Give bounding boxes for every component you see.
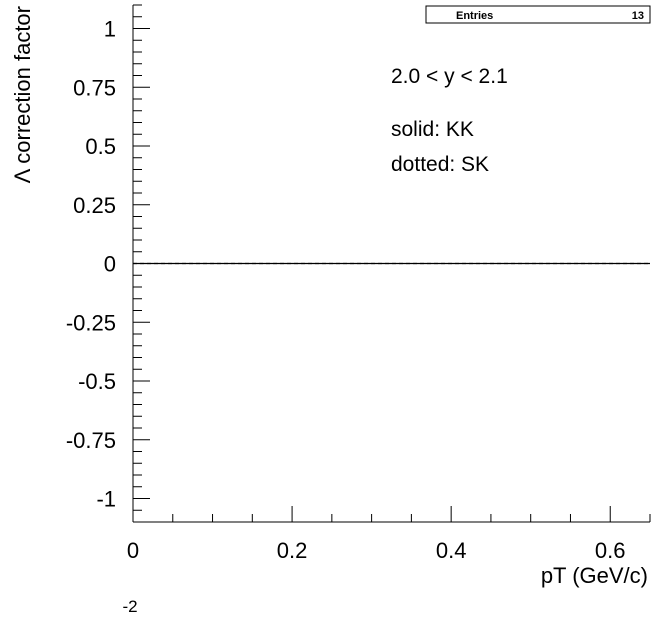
x-tick-label: 0.2 [277, 538, 308, 563]
dotted-legend-annotation: dotted: SK [391, 153, 489, 176]
y-tick-label: 0.5 [85, 134, 116, 159]
x-axis-title: pT (GeV/c) [541, 563, 648, 588]
solid-legend-annotation: solid: KK [391, 118, 474, 141]
x-tick-label: 0.4 [436, 538, 467, 563]
x-axis-ticks: 0 0.2 0.4 0.6 [127, 506, 650, 563]
stats-entries-value: 13 [632, 10, 644, 22]
y-tick-label: -1 [96, 487, 116, 512]
y-tick-label: -0.5 [78, 369, 116, 394]
y-tick-label: 0 [104, 252, 116, 277]
y-tick-label: 0.25 [73, 193, 116, 218]
x-tick-label: 0 [127, 538, 139, 563]
rapidity-annotation: 2.0 < y < 2.1 [391, 65, 508, 88]
x-axis-exponent-label: -2 [122, 597, 137, 616]
stats-entries-label: Entries [456, 10, 493, 22]
y-tick-label: -0.75 [66, 428, 116, 453]
y-tick-label: 1 [104, 17, 116, 42]
y-tick-label: 0.75 [73, 75, 116, 100]
y-axis-title: Λ correction factor [10, 6, 35, 183]
y-tick-label: -0.25 [66, 310, 116, 335]
stats-box: Entries 13 [426, 6, 650, 23]
x-tick-label: 0.6 [595, 538, 626, 563]
